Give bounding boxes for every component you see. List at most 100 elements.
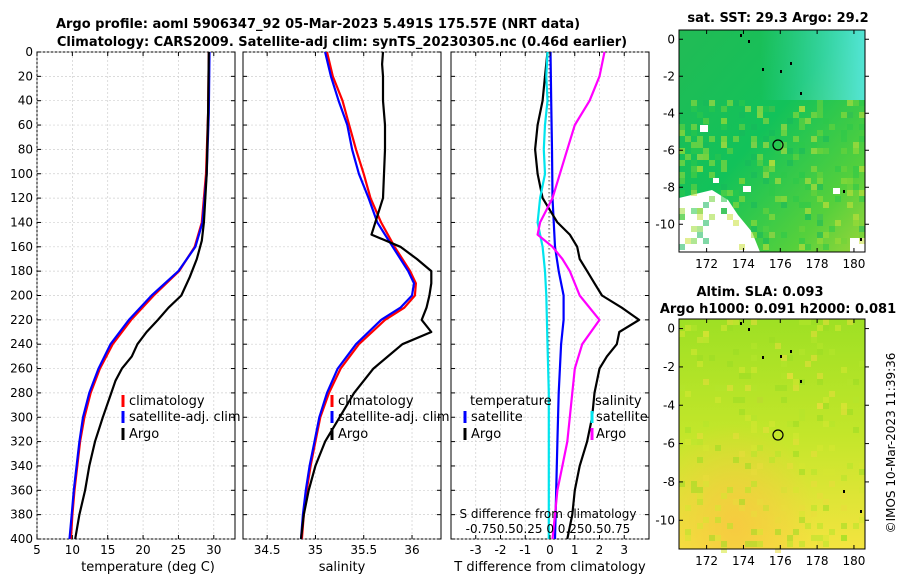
- map-pixel: [745, 415, 751, 421]
- map-pixel: [697, 499, 703, 505]
- map-pixel: [691, 226, 697, 232]
- map-pixel: [787, 355, 793, 361]
- map-pixel: [841, 403, 847, 409]
- map-pixel: [739, 499, 745, 505]
- map-pixel: [799, 349, 805, 355]
- y-tick-label: 340: [10, 459, 33, 473]
- map-pixel: [817, 106, 823, 112]
- map-pixel: [781, 373, 787, 379]
- map-pixel: [697, 361, 703, 367]
- map-pixel: [679, 172, 685, 178]
- map-pixel: [757, 445, 763, 451]
- map-pixel: [847, 190, 853, 196]
- y-tick-label: 400: [10, 532, 33, 546]
- map-pixel: [721, 385, 727, 391]
- map-pixel: [781, 232, 787, 238]
- legend-title-temperature: temperature: [470, 394, 552, 409]
- map-pixel: [733, 319, 739, 325]
- map-pixel: [775, 451, 781, 457]
- map-pixel: [799, 124, 805, 130]
- map-y-tick-label: -2: [663, 360, 675, 374]
- map-pixel: [817, 445, 823, 451]
- island-marker: [843, 190, 845, 193]
- map-pixel: [691, 106, 697, 112]
- island-marker: [740, 34, 742, 37]
- map-pixel: [859, 517, 865, 523]
- map-pixel: [781, 385, 787, 391]
- map-pixel: [697, 136, 703, 142]
- map-pixel: [751, 445, 757, 451]
- map-pixel: [853, 427, 859, 433]
- legend-label-satellite: satellite-adj. clim: [129, 410, 241, 425]
- y-tick-label: 260: [10, 362, 33, 376]
- map-pixel: [685, 325, 691, 331]
- s-difference-ticklabels: -0.750.50.25 0 0.250.50.75: [466, 522, 631, 536]
- map-pixel: [739, 112, 745, 118]
- map-y-tick-label: -4: [663, 106, 675, 120]
- sst-map-title: sat. SST: 29.3 Argo: 29.2: [687, 11, 868, 26]
- map-pixel: [859, 100, 865, 106]
- map-pixel: [685, 427, 691, 433]
- x-tick-label: 15: [100, 543, 115, 557]
- x-tick-label: 25: [171, 543, 186, 557]
- temperature-legend: climatology satellite-adj. clim Argo: [121, 394, 241, 442]
- map-pixel: [709, 196, 715, 202]
- map-pixel: [751, 226, 757, 232]
- map-pixel: [835, 238, 841, 244]
- sla-map-title: Altim. SLA: 0.093: [697, 285, 824, 300]
- map-pixel: [859, 469, 865, 475]
- map-pixel: [793, 451, 799, 457]
- difference-panel: -3 -2 -1 0 1 2 3 temperature satellite Argo sa…: [450, 51, 650, 575]
- map-pixel: [799, 118, 805, 124]
- map-pixel: [751, 319, 757, 325]
- map-pixel: [787, 373, 793, 379]
- map-pixel: [859, 136, 865, 142]
- map-pixel: [727, 487, 733, 493]
- map-pixel: [709, 214, 715, 220]
- map-pixel: [817, 196, 823, 202]
- map-pixel: [757, 463, 763, 469]
- map-pixel: [817, 100, 823, 106]
- map-pixel: [763, 172, 769, 178]
- map-pixel: [829, 445, 835, 451]
- map-pixel: [739, 244, 745, 250]
- map-pixel: [829, 469, 835, 475]
- map-pixel: [691, 172, 697, 178]
- map-x-tick-label: 180: [842, 257, 865, 271]
- map-pixel: [841, 409, 847, 415]
- map-pixel: [751, 172, 757, 178]
- x-tick-label: -3: [470, 543, 482, 557]
- map-pixel: [739, 130, 745, 136]
- map-pixel: [841, 166, 847, 172]
- map-pixel: [781, 130, 787, 136]
- map-pixel: [709, 100, 715, 106]
- map-pixel: [799, 463, 805, 469]
- map-pixel: [847, 463, 853, 469]
- map-pixel: [859, 196, 865, 202]
- map-pixel: [829, 349, 835, 355]
- map-pixel: [691, 142, 697, 148]
- map-pixel: [817, 178, 823, 184]
- map-pixel: [859, 232, 865, 238]
- map-pixel: [703, 379, 709, 385]
- map-y-tick-label: 0: [667, 32, 675, 46]
- map-pixel: [805, 202, 811, 208]
- map-pixel: [841, 112, 847, 118]
- map-pixel: [775, 178, 781, 184]
- map-pixel: [733, 136, 739, 142]
- legend-label-satellite: satellite-adj. clim: [338, 410, 450, 425]
- y-tick-label: 320: [10, 435, 33, 449]
- map-pixel: [763, 208, 769, 214]
- map-pixel: [841, 505, 847, 511]
- map-pixel: [817, 184, 823, 190]
- map-pixel: [733, 190, 739, 196]
- map-pixel: [775, 547, 781, 553]
- map-pixel: [805, 184, 811, 190]
- map-pixel: [703, 331, 709, 337]
- map-pixel: [823, 505, 829, 511]
- map-pixel: [763, 238, 769, 244]
- map-pixel: [811, 136, 817, 142]
- map-pixel: [751, 367, 757, 373]
- map-pixel: [817, 112, 823, 118]
- map-pixel: [799, 505, 805, 511]
